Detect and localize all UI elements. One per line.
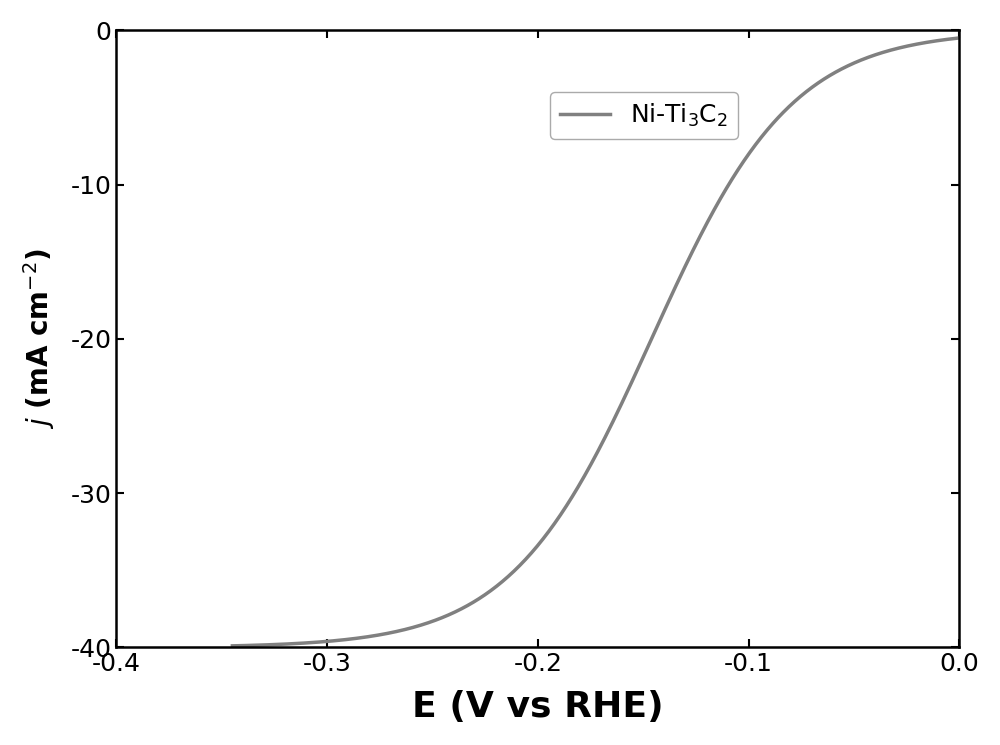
Y-axis label: $j$ (mA cm$^{-2}$): $j$ (mA cm$^{-2}$) [21, 249, 57, 429]
Legend: Ni-Ti$_3$C$_2$: Ni-Ti$_3$C$_2$ [550, 92, 738, 139]
X-axis label: E (V vs RHE): E (V vs RHE) [412, 690, 664, 724]
